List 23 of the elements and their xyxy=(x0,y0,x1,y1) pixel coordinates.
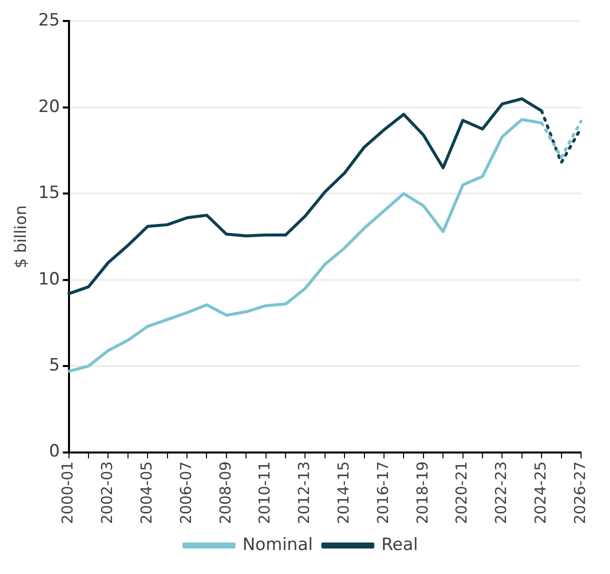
x-tick-label: 2010-11 xyxy=(256,461,274,524)
x-tick-label: 2018-19 xyxy=(413,461,432,524)
x-tick-label: 2012-13 xyxy=(295,461,314,524)
x-tick-label: 2026-27 xyxy=(570,461,589,524)
x-tick-label: 2022-23 xyxy=(492,461,510,524)
legend-label: Real xyxy=(381,534,418,555)
y-tick-label: 20 xyxy=(38,96,60,117)
legend-label: Nominal xyxy=(242,534,313,555)
x-tick-label: 2000-01 xyxy=(58,461,77,524)
x-tick-label: 2014-15 xyxy=(334,461,353,524)
y-tick-label: 10 xyxy=(38,269,60,290)
x-tick-label: 2006-07 xyxy=(176,461,195,524)
x-tick-label: 2024-25 xyxy=(531,461,550,524)
x-tick-label: 2008-09 xyxy=(216,461,234,524)
y-tick-label: 0 xyxy=(49,442,60,462)
x-tick-label: 2002-03 xyxy=(98,461,116,524)
x-tick-label: 2004-05 xyxy=(138,461,156,524)
x-tick-label: 2020-21 xyxy=(452,461,471,524)
y-tick-label: 5 xyxy=(49,356,60,376)
y-tick-label: 15 xyxy=(38,183,60,204)
y-tick-label: 25 xyxy=(38,10,60,31)
y-axis-title: $ billion xyxy=(10,205,30,268)
x-tick-label: 2016-17 xyxy=(374,461,392,524)
